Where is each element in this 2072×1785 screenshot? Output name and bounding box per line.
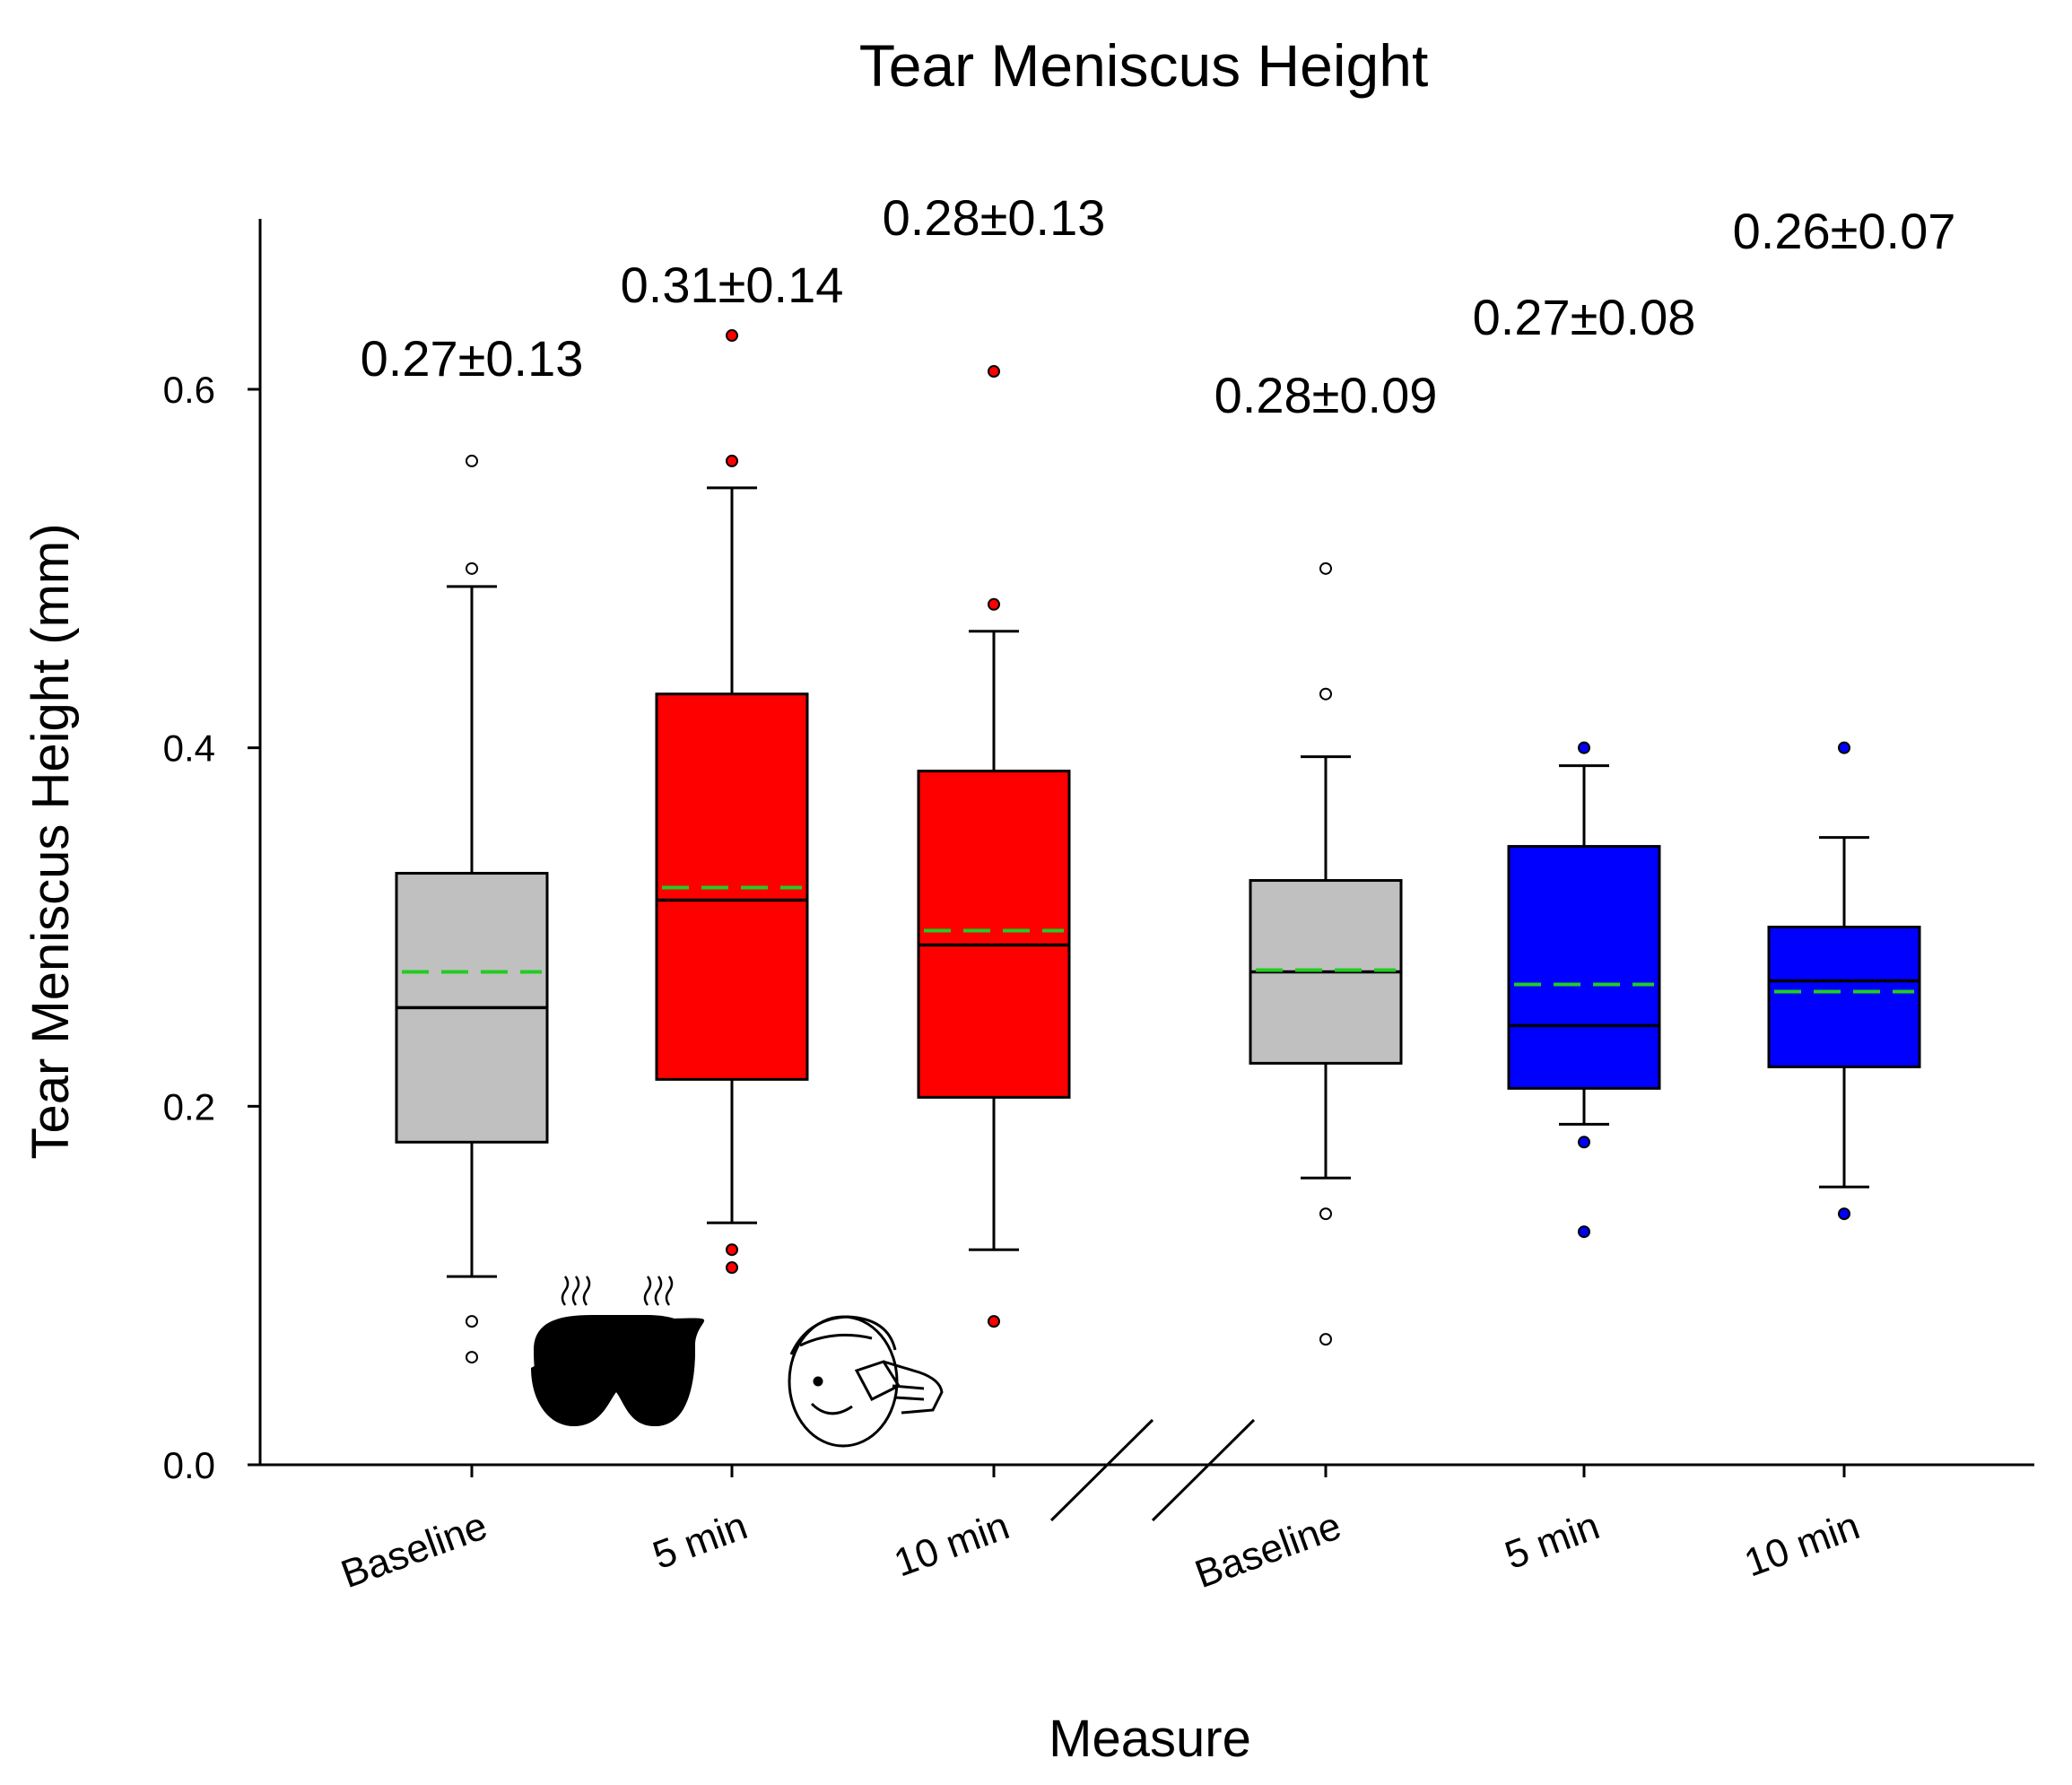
box-body (1767, 926, 1921, 1068)
mean-sd-annotation: 0.28±0.09 (1214, 367, 1438, 423)
heated-eye-mask-icon (531, 1276, 705, 1426)
x-tick-label: 10 min (1739, 1503, 1866, 1585)
outlier-point (1838, 741, 1850, 754)
outlier-point (988, 365, 1000, 379)
mean-sd-annotation: 0.26±0.07 (1733, 203, 1956, 259)
outlier-point (726, 329, 738, 343)
outlier-point (726, 454, 738, 467)
x-tick-label: Baseline (335, 1503, 492, 1597)
outlier-point (988, 1315, 1000, 1328)
x-tick-label: 10 min (889, 1503, 1015, 1585)
y-tick-label: 0.2 (163, 1085, 215, 1128)
outlier-point (726, 1243, 738, 1257)
outlier-point (1578, 741, 1590, 754)
outlier-point (1319, 562, 1332, 575)
outlier-point (1319, 1333, 1332, 1346)
axis-break-mark (1049, 1418, 1256, 1522)
outlier-point (1838, 1207, 1850, 1221)
outlier-point (988, 597, 1000, 611)
outlier-point (1578, 1136, 1590, 1149)
outlier-point (1319, 687, 1332, 701)
mean-sd-annotation: 0.27±0.13 (361, 330, 584, 387)
y-axis-title: Tear Meniscus Height (mm) (22, 523, 80, 1159)
box-5 (1507, 741, 1661, 1477)
x-tick-label: 5 min (648, 1503, 753, 1578)
y-tick-label: 0.0 (163, 1444, 215, 1486)
mean-sd-annotation: 0.28±0.13 (883, 189, 1106, 246)
outlier-point (726, 1261, 738, 1275)
x-tick-label: Baseline (1189, 1503, 1346, 1597)
y-tick-label: 0.6 (163, 369, 215, 411)
y-tick-label: 0.4 (163, 727, 215, 770)
mean-sd-annotation: 0.31±0.14 (621, 257, 844, 313)
x-tick-label: 5 min (1500, 1503, 1606, 1578)
outlier-point (1319, 1207, 1332, 1221)
box-2 (655, 329, 809, 1477)
box-4 (1249, 562, 1403, 1477)
box-3 (917, 365, 1071, 1477)
box-body (917, 770, 1071, 1099)
box-1 (395, 454, 549, 1477)
outlier-point (466, 1315, 478, 1328)
outlier-point (466, 454, 478, 467)
box-body (1507, 845, 1661, 1090)
face-eye-wipe-icon (788, 1315, 944, 1448)
outlier-point (1578, 1225, 1590, 1239)
x-axis-title: Measure (1049, 1710, 1251, 1768)
box-6 (1767, 741, 1921, 1477)
outlier-point (466, 562, 478, 575)
chart-title: Tear Meniscus Height (859, 32, 1429, 99)
mean-sd-annotation: 0.27±0.08 (1473, 289, 1696, 345)
outlier-point (466, 1351, 478, 1364)
